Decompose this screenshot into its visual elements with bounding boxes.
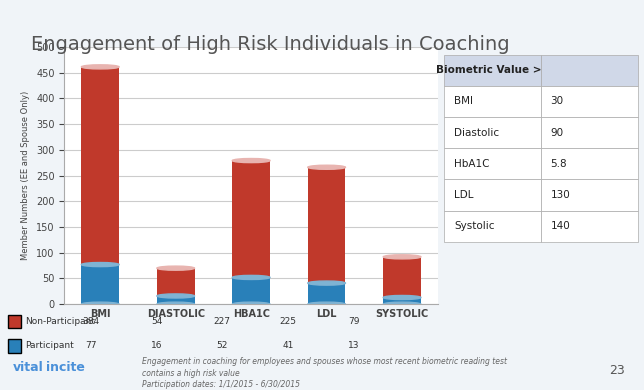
Text: 384: 384 (82, 317, 99, 326)
Text: vital: vital (13, 361, 44, 374)
Bar (232, 277, 270, 304)
Ellipse shape (81, 65, 119, 69)
Ellipse shape (81, 302, 119, 306)
Bar (157, 296, 194, 304)
Text: 77: 77 (85, 341, 97, 351)
Ellipse shape (308, 281, 345, 285)
Text: 225: 225 (279, 317, 296, 326)
Ellipse shape (232, 158, 270, 163)
Ellipse shape (383, 302, 421, 306)
Bar (157, 268, 194, 296)
Bar (81, 67, 119, 264)
Text: Non-Participant: Non-Participant (25, 317, 95, 326)
Text: 227: 227 (214, 317, 231, 326)
Bar (383, 298, 421, 304)
Text: 79: 79 (348, 317, 359, 326)
Ellipse shape (157, 302, 194, 306)
Ellipse shape (157, 294, 194, 298)
Text: 54: 54 (151, 317, 162, 326)
Bar (81, 264, 119, 304)
Ellipse shape (232, 302, 270, 306)
Ellipse shape (81, 262, 119, 267)
Ellipse shape (308, 302, 345, 306)
Text: Engagement of High Risk Individuals in Coaching: Engagement of High Risk Individuals in C… (31, 35, 510, 54)
Ellipse shape (232, 275, 270, 280)
Bar (308, 167, 345, 283)
Text: 41: 41 (282, 341, 294, 351)
Text: 52: 52 (216, 341, 228, 351)
Text: 23: 23 (609, 364, 625, 377)
Ellipse shape (157, 266, 194, 270)
Text: Engagement in coaching for employees and spouses whose most recent biometric rea: Engagement in coaching for employees and… (142, 357, 507, 366)
Text: Participation dates: 1/1/2015 - 6/30/2015: Participation dates: 1/1/2015 - 6/30/201… (142, 380, 299, 389)
Text: Participant: Participant (25, 341, 74, 351)
FancyBboxPatch shape (8, 314, 21, 328)
Y-axis label: Member Numbers (EE and Spouse Only): Member Numbers (EE and Spouse Only) (21, 91, 30, 260)
Text: incite: incite (46, 361, 85, 374)
Ellipse shape (383, 255, 421, 259)
Ellipse shape (308, 165, 345, 169)
Ellipse shape (383, 296, 421, 300)
Bar (232, 161, 270, 277)
Text: 16: 16 (151, 341, 162, 351)
Bar (308, 283, 345, 304)
Bar (383, 257, 421, 298)
Text: contains a high risk value: contains a high risk value (142, 369, 240, 378)
Text: 13: 13 (348, 341, 359, 351)
FancyBboxPatch shape (8, 339, 21, 353)
